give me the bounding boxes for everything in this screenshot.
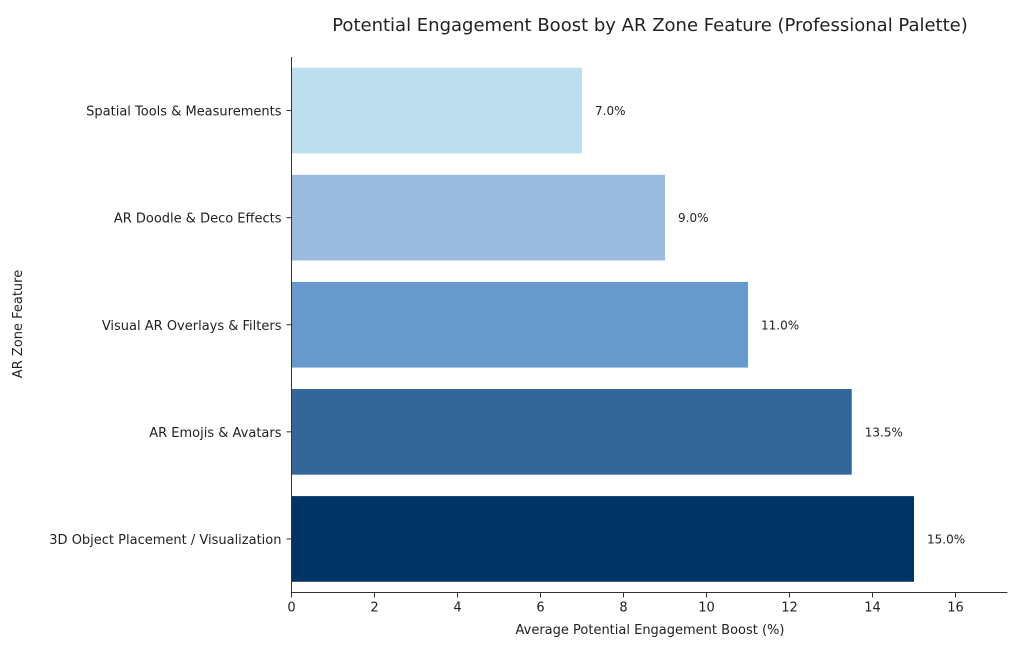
y-tick-label: AR Doodle & Deco Effects	[114, 212, 282, 227]
bar	[291, 389, 852, 475]
x-tick-label: 2	[370, 601, 378, 616]
x-axis-label: Average Potential Engagement Boost (%)	[516, 623, 785, 638]
x-tick-label: 4	[453, 601, 461, 616]
x-tick-label: 14	[864, 601, 881, 616]
bar	[291, 496, 914, 582]
y-tick-label: Visual AR Overlays & Filters	[102, 319, 282, 334]
y-tick-label: 3D Object Placement / Visualization	[49, 533, 281, 548]
bar	[291, 281, 748, 368]
data-label: 13.5%	[865, 425, 903, 439]
bar	[291, 67, 582, 154]
data-label: 9.0%	[678, 211, 709, 225]
x-tick-label: 12	[781, 601, 798, 616]
x-tick-label: 10	[698, 601, 715, 616]
data-label: 15.0%	[927, 532, 965, 546]
chart-title: Potential Engagement Boost by AR Zone Fe…	[332, 15, 968, 36]
y-tick-label: Spatial Tools & Measurements	[86, 105, 282, 120]
x-tick-label: 6	[536, 601, 544, 616]
x-tick-label: 8	[619, 601, 627, 616]
x-tick-label: 16	[947, 601, 964, 616]
bar	[291, 174, 665, 261]
x-tick-label: 0	[287, 601, 295, 616]
data-label: 11.0%	[761, 318, 799, 332]
y-tick-label: AR Emojis & Avatars	[149, 426, 281, 441]
data-label: 7.0%	[595, 104, 626, 118]
y-axis-label: AR Zone Feature	[11, 270, 26, 378]
